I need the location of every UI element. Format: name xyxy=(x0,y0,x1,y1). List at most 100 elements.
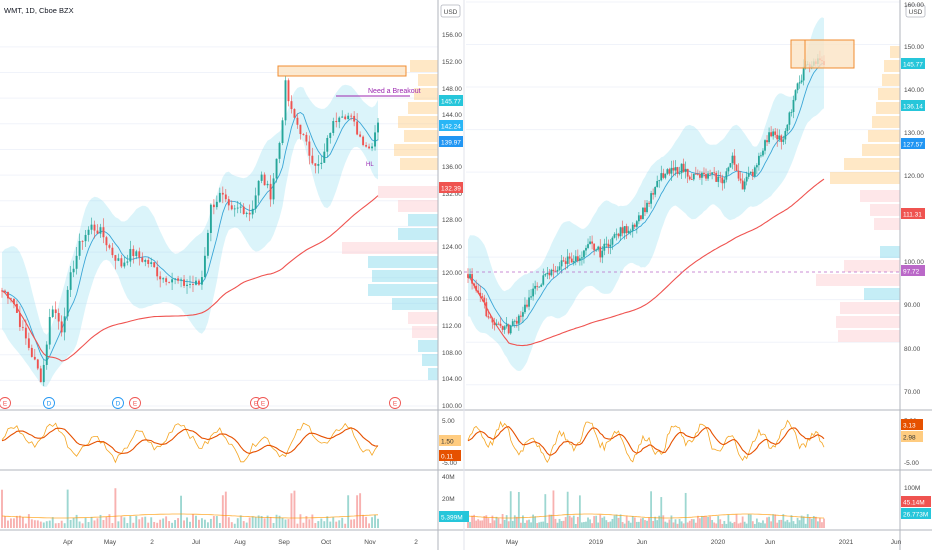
profile-row xyxy=(392,298,438,310)
candle-body xyxy=(619,227,622,237)
volume-bar xyxy=(233,523,236,528)
candle-body xyxy=(727,167,730,172)
resistance-zone[interactable] xyxy=(277,65,407,77)
candle-body xyxy=(637,215,640,222)
volume-bar xyxy=(57,523,60,528)
price-tag-bg xyxy=(901,58,925,69)
volume-bar xyxy=(469,521,471,528)
price-tick-label: 150.00 xyxy=(904,44,924,51)
right-price-axis[interactable]: 160.00 150.00 140.00 130.00 120.00 100.00 90.0… xyxy=(904,2,924,396)
volume-bar xyxy=(314,523,317,528)
volume-bar xyxy=(284,519,287,528)
volume-bar xyxy=(568,515,571,528)
time-axis-label: Jun xyxy=(637,539,648,546)
candle-body xyxy=(648,202,650,204)
candle-body xyxy=(72,268,75,273)
candle-body xyxy=(1,290,3,292)
volume-bar xyxy=(790,515,793,528)
volume-bar xyxy=(810,518,813,528)
volume-bar xyxy=(266,515,269,528)
volume-bar xyxy=(715,523,718,528)
usd-button-left[interactable]: USD xyxy=(440,4,461,18)
candle-body xyxy=(495,323,498,326)
volume-bar xyxy=(323,521,326,528)
volume-bar xyxy=(308,519,311,528)
volume-tag-label: 45.14M xyxy=(903,500,925,507)
candle-body xyxy=(248,212,251,215)
volume-bar xyxy=(177,518,180,528)
candle-body xyxy=(670,167,673,174)
volume-ma-line xyxy=(1,513,379,519)
candle-body xyxy=(120,258,123,267)
volume-bar xyxy=(758,522,760,528)
volume-bar xyxy=(766,517,768,528)
volume-bar xyxy=(491,515,494,528)
candle-body xyxy=(471,274,473,284)
candle-body xyxy=(666,169,669,174)
left-time-axis[interactable]: Apr May 2 Jul Aug Sep Oct Nov 2 xyxy=(63,539,418,546)
left-price-axis[interactable]: 156.00152.00148.00144.00140.00136.00132.… xyxy=(442,32,462,410)
price-tick-label: 112.00 xyxy=(442,323,462,330)
price-tag-bg xyxy=(901,138,925,149)
right-time-axis[interactable]: May 2019 Jun 2020 Jun 2021 Jun xyxy=(506,539,902,546)
osc-tag-bg xyxy=(439,450,461,461)
volume-bar xyxy=(611,518,614,528)
left-volume-profile xyxy=(342,60,438,380)
candle-body xyxy=(574,256,577,262)
candle-body xyxy=(719,176,722,178)
candle-body xyxy=(198,280,200,285)
candle-body xyxy=(353,115,356,122)
volume-bar xyxy=(676,523,679,528)
candle-body xyxy=(519,315,522,317)
candle-body xyxy=(57,313,60,322)
price-tag-label: 145.77 xyxy=(903,62,923,69)
profile-row xyxy=(400,158,438,170)
price-tag-bg xyxy=(439,95,463,106)
price-tag-label: 97.72 xyxy=(903,269,920,276)
volume-bar xyxy=(75,514,78,528)
candle-body xyxy=(308,141,311,156)
volume-bar xyxy=(144,516,147,528)
volume-bar xyxy=(359,493,362,528)
profile-row xyxy=(880,246,900,258)
osc-slow-line xyxy=(467,426,825,456)
candle-body xyxy=(550,269,553,276)
volume-bar xyxy=(509,491,512,528)
left-volume xyxy=(1,488,379,528)
volume-bar xyxy=(684,492,687,528)
volume-bar xyxy=(550,514,553,528)
candle-body xyxy=(335,121,338,123)
volume-bar xyxy=(794,523,797,528)
candle-body xyxy=(723,179,726,184)
event-marker-circle xyxy=(257,397,269,409)
candle-body xyxy=(117,258,120,261)
volume-bar xyxy=(123,517,126,528)
volume-bar xyxy=(731,523,734,528)
volume-bar xyxy=(747,514,750,528)
volume-tag-bg xyxy=(901,496,931,507)
candle-body xyxy=(481,296,484,298)
candle-body xyxy=(711,172,714,175)
annotation-label: Need a Breakout xyxy=(368,88,421,95)
profile-row xyxy=(890,46,900,58)
candle-body xyxy=(475,285,478,291)
hl-label: HL xyxy=(366,162,374,168)
resistance-zone-right[interactable] xyxy=(790,39,855,69)
candle-body xyxy=(469,274,471,278)
candle-body xyxy=(144,259,147,262)
usd-button-right[interactable]: USD xyxy=(905,4,926,18)
usd-button-frame xyxy=(905,4,926,18)
price-tick-label: 116.00 xyxy=(442,296,462,303)
candle-body xyxy=(623,226,626,234)
candle-body xyxy=(171,279,174,283)
candle-body xyxy=(794,90,797,100)
volume-bar xyxy=(153,521,156,528)
volume-bar xyxy=(772,514,775,528)
candle-body xyxy=(302,134,305,135)
candle-body xyxy=(593,243,596,251)
volume-bar xyxy=(230,522,233,528)
candle-body xyxy=(69,272,72,290)
volume-bar xyxy=(725,523,728,528)
candle-body xyxy=(792,99,795,113)
